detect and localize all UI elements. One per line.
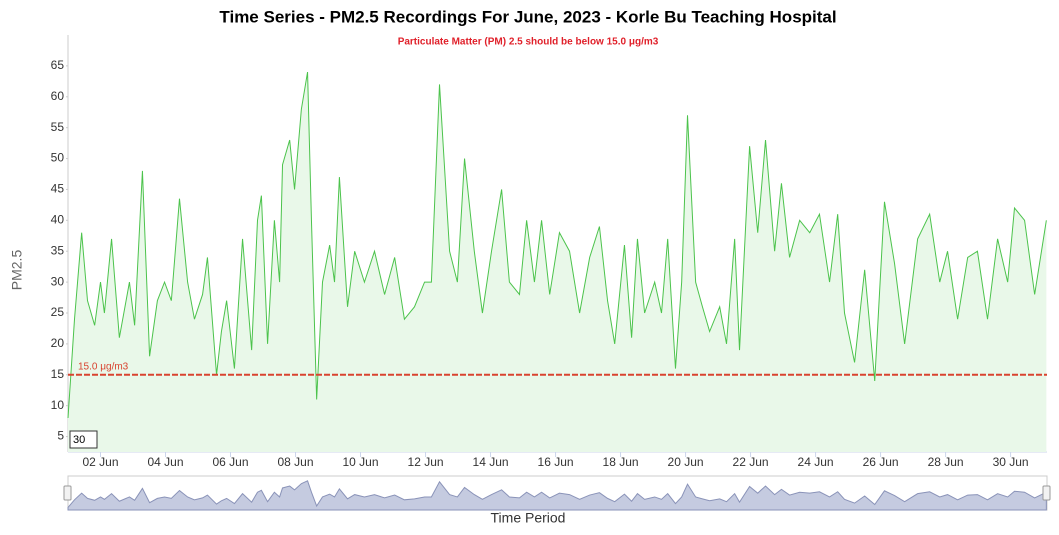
y-tick-label: 25	[51, 305, 65, 319]
x-tick-label: 30 Jun	[993, 455, 1029, 469]
x-tick-label: 28 Jun	[928, 455, 964, 469]
zoom-input-box[interactable]	[69, 430, 98, 449]
y-tick-label: 20	[51, 336, 65, 350]
zoom-input[interactable]: 30	[73, 434, 85, 446]
y-tick-label: 10	[51, 398, 65, 412]
navigator-handle[interactable]	[1042, 485, 1051, 501]
x-tick-label: 10 Jun	[343, 455, 379, 469]
y-tick-label: 55	[51, 120, 65, 134]
y-tick-label: 5	[57, 429, 64, 443]
x-tick-label: 24 Jun	[798, 455, 834, 469]
x-tick-label: 08 Jun	[278, 455, 314, 469]
x-axis-title: Time Period	[491, 510, 566, 526]
y-tick-label: 35	[51, 243, 65, 257]
y-tick-label: 65	[51, 58, 65, 72]
x-tick-label: 18 Jun	[603, 455, 639, 469]
x-tick-label: 06 Jun	[213, 455, 249, 469]
x-tick-label: 22 Jun	[733, 455, 769, 469]
y-tick-label: 45	[51, 182, 65, 196]
navigator-handle[interactable]	[63, 485, 72, 501]
chart-subtitle: Particulate Matter (PM) 2.5 should be be…	[398, 37, 659, 48]
x-tick-label: 04 Jun	[147, 455, 183, 469]
navigator-series	[67, 480, 1047, 511]
x-tick-label: 16 Jun	[538, 455, 574, 469]
chart-title: Time Series - PM2.5 Recordings For June,…	[219, 7, 836, 26]
x-tick-label: 26 Jun	[863, 455, 899, 469]
x-tick-label: 02 Jun	[82, 455, 118, 469]
x-tick-label: 12 Jun	[408, 455, 444, 469]
area-fill	[68, 72, 1047, 453]
x-tick-label: 20 Jun	[668, 455, 704, 469]
y-tick-label: 15	[51, 367, 65, 381]
x-tick-label: 14 Jun	[473, 455, 509, 469]
y-tick-label: 60	[51, 89, 65, 103]
series-line	[67, 71, 1047, 419]
threshold-label: 15.0 μg/m3	[78, 361, 129, 372]
y-tick-label: 40	[51, 213, 65, 227]
y-axis-title: PM2.5	[9, 250, 25, 291]
y-tick-label: 50	[51, 151, 65, 165]
y-tick-label: 30	[51, 274, 65, 288]
